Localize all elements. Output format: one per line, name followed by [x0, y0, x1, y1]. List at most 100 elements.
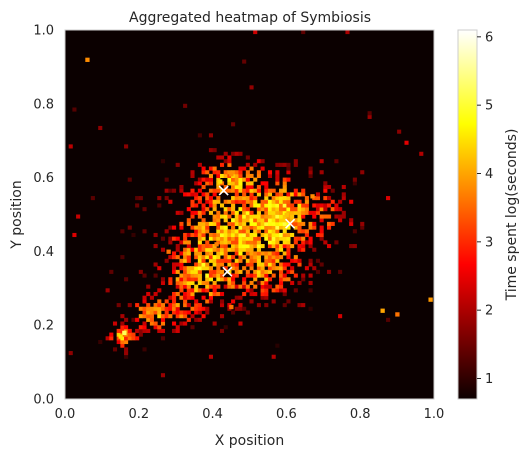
heatmap-cell [238, 196, 243, 201]
heatmap-cell [275, 162, 280, 167]
heatmap-hotspot [284, 212, 289, 217]
heatmap-cell [124, 336, 129, 341]
heatmap-cell [242, 221, 247, 226]
heatmap-cell [231, 277, 236, 282]
heatmap-cell [304, 207, 309, 212]
heatmap-cell [341, 196, 346, 201]
heatmap-cell [242, 203, 247, 208]
heatmap-cell [249, 232, 254, 238]
heatmap-cell [315, 210, 321, 215]
heatmap-cell [319, 229, 324, 234]
heatmap-cell [219, 188, 225, 193]
heatmap-cell [208, 181, 213, 186]
heatmap-cell [179, 266, 184, 271]
heatmap-cell [242, 177, 247, 182]
heatmap-cell [234, 192, 239, 197]
heatmap-cell [223, 151, 228, 156]
colorbar-tick-label: 2 [485, 304, 493, 319]
heatmap-cell [256, 244, 261, 249]
heatmap-cell [279, 262, 284, 267]
heatmap-cell [223, 236, 228, 241]
heatmap-cell [256, 221, 261, 226]
heatmap-cell [168, 236, 173, 241]
heatmap-cell [205, 247, 210, 252]
heatmap-cell [231, 310, 236, 315]
heatmap-cell [260, 232, 265, 238]
heatmap-cell [168, 225, 173, 230]
heatmap-cell [341, 192, 346, 197]
heatmap-cell [271, 232, 276, 238]
heatmap-cell [175, 269, 180, 274]
heatmap-cell [238, 232, 243, 238]
heatmap-cell [256, 192, 261, 197]
heatmap-cell [238, 173, 243, 178]
heatmap-cell [219, 247, 225, 252]
heatmap-cell [216, 269, 221, 274]
heatmap-cell [127, 332, 132, 337]
heatmap-cell [256, 273, 261, 278]
heatmap-cell [297, 218, 302, 223]
heatmap-cell [271, 199, 276, 204]
heatmap-cell [216, 284, 221, 289]
heatmap-cell [216, 291, 221, 297]
heatmap-cell [175, 314, 180, 319]
heatmap-cell [282, 162, 287, 167]
heatmap-cell [308, 288, 313, 293]
heatmap-cell [264, 192, 269, 197]
heatmap-cell [345, 30, 350, 35]
heatmap-cell [301, 277, 306, 282]
heatmap-cell [301, 192, 306, 197]
heatmap-cell [286, 207, 291, 212]
heatmap-cell [183, 295, 188, 300]
heatmap-cell [138, 306, 143, 311]
heatmap-cell [208, 255, 213, 260]
heatmap-cell [249, 288, 254, 293]
heatmap-cell [256, 210, 261, 215]
heatmap-cell [208, 295, 213, 300]
heatmap-cell [253, 162, 258, 167]
heatmap-cell [290, 203, 295, 208]
heatmap-cell [304, 203, 309, 208]
heatmap-cell [153, 310, 158, 315]
heatmap-cell [219, 251, 225, 256]
heatmap-cell [267, 192, 273, 197]
heatmap-cell [190, 288, 195, 293]
heatmap-cell [175, 162, 180, 167]
heatmap-cell [142, 314, 147, 319]
heatmap-cell [326, 203, 332, 208]
heatmap-cell [279, 236, 284, 241]
heatmap-cell [157, 314, 162, 319]
heatmap-cell [338, 199, 343, 204]
heatmap-cell [194, 284, 199, 289]
heatmap-cell [197, 214, 202, 219]
heatmap-cell [242, 244, 247, 249]
heatmap-cell [282, 221, 287, 226]
heatmap-cell [186, 291, 191, 297]
heatmap-cell [279, 196, 284, 201]
heatmap-cell [238, 244, 243, 249]
heatmap-cell [219, 155, 225, 160]
heatmap-cell [282, 262, 287, 267]
heatmap-cell [231, 199, 236, 204]
heatmap-cell [234, 170, 239, 175]
heatmap-cell [146, 328, 151, 333]
heatmap-cell [275, 247, 280, 252]
heatmap-cell [404, 140, 409, 145]
heatmap-cell [112, 347, 118, 352]
heatmap-cell [256, 240, 261, 245]
heatmap-cell [208, 148, 213, 153]
heatmap-cell [282, 225, 287, 230]
heatmap-cell [293, 255, 298, 260]
heatmap-cell [146, 317, 151, 322]
heatmap-cell [201, 203, 206, 208]
heatmap-cell [160, 236, 166, 241]
heatmap-cell [286, 247, 291, 252]
heatmap-cell [253, 284, 258, 289]
heatmap-cell [301, 188, 306, 193]
heatmap-cell [275, 251, 280, 256]
heatmap-cell [326, 214, 332, 219]
heatmap-cell [264, 236, 269, 241]
heatmap-cell [205, 225, 210, 230]
heatmap-cell [219, 173, 225, 178]
heatmap-cell [190, 277, 195, 282]
